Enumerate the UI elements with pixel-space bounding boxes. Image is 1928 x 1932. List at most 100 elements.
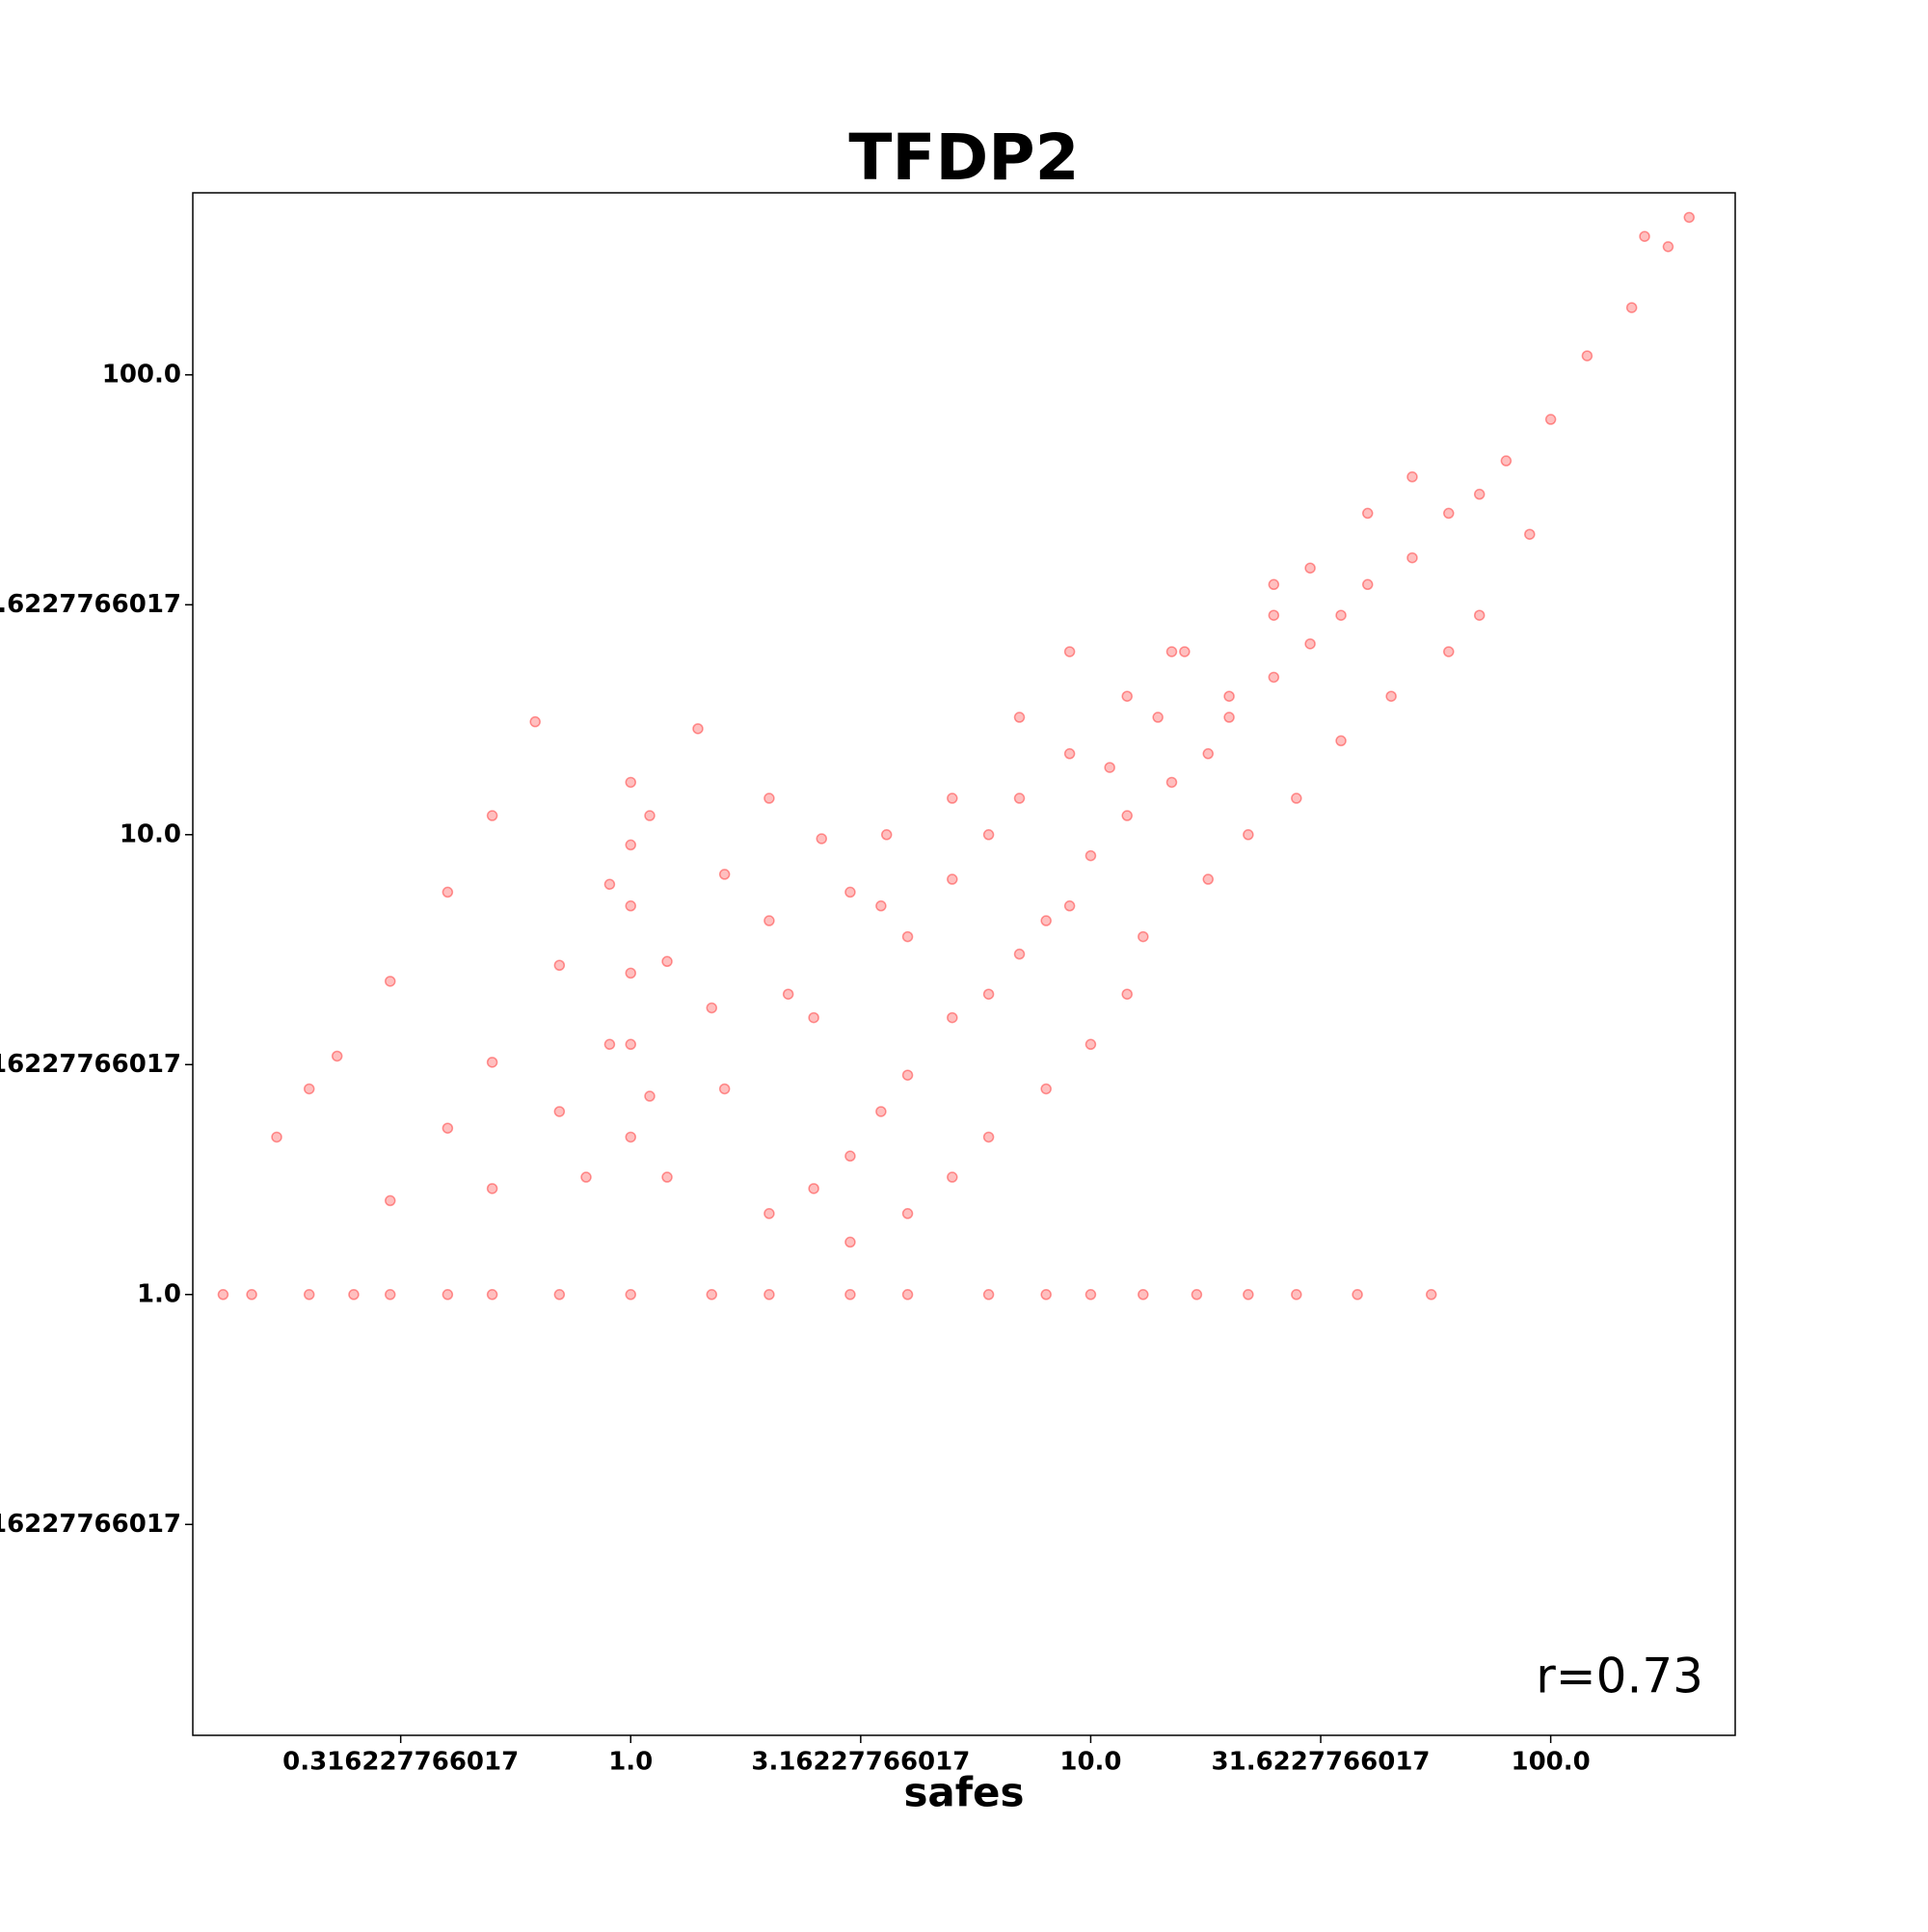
x-tick-label: 31.6227766017	[1212, 1748, 1431, 1777]
point	[217, 1289, 229, 1301]
point	[1138, 930, 1149, 943]
point	[844, 886, 856, 899]
point	[1202, 873, 1215, 885]
point	[1063, 899, 1076, 912]
point	[1040, 915, 1052, 926]
point	[1581, 350, 1593, 362]
point	[486, 1289, 498, 1301]
point	[442, 1289, 454, 1301]
point	[384, 1289, 396, 1301]
point	[625, 1131, 637, 1143]
point	[808, 1183, 819, 1194]
point	[271, 1131, 282, 1143]
point	[718, 1083, 731, 1095]
point	[331, 1050, 343, 1062]
point	[661, 1171, 673, 1183]
point	[1406, 470, 1418, 483]
point	[1165, 776, 1178, 789]
point	[844, 1150, 856, 1162]
point	[901, 1289, 914, 1301]
point	[1152, 711, 1164, 723]
point	[1473, 488, 1486, 500]
chart-title: TFDP2	[848, 121, 1079, 195]
point	[1406, 551, 1418, 564]
point	[1304, 638, 1316, 650]
point	[1361, 507, 1374, 520]
x-tick-label: 0.316227766017	[282, 1748, 519, 1777]
x-tick-label: 100.0	[1511, 1748, 1590, 1777]
annotation: r=0.73	[1536, 1649, 1703, 1704]
point	[1473, 609, 1486, 621]
point	[763, 792, 775, 804]
point	[1304, 562, 1316, 574]
point	[1639, 230, 1650, 242]
point	[348, 1289, 360, 1301]
point	[875, 899, 887, 912]
point	[1268, 609, 1280, 621]
point	[901, 1069, 914, 1081]
point	[625, 1038, 637, 1051]
point	[1202, 748, 1215, 760]
point	[644, 1090, 656, 1102]
point	[1121, 810, 1133, 821]
point	[1013, 948, 1026, 960]
y-tick-label: 0.316227766017	[0, 1510, 181, 1539]
point	[1544, 414, 1557, 425]
point	[816, 833, 828, 845]
point	[1291, 792, 1302, 804]
point	[982, 829, 995, 841]
point	[763, 1208, 775, 1220]
point	[947, 792, 958, 804]
point	[625, 899, 637, 912]
point	[1191, 1289, 1203, 1301]
x-axis-label: safes	[903, 1769, 1024, 1816]
point	[763, 1289, 775, 1301]
point	[1063, 646, 1076, 657]
point	[625, 1289, 637, 1301]
point	[1013, 711, 1026, 723]
point	[1243, 1289, 1254, 1301]
point	[1013, 792, 1026, 804]
point	[303, 1289, 315, 1301]
point	[625, 839, 637, 851]
point	[947, 1171, 958, 1183]
point	[553, 1289, 566, 1301]
point	[844, 1236, 856, 1248]
point	[1084, 1038, 1097, 1051]
point	[625, 967, 637, 979]
point	[1291, 1289, 1302, 1301]
point	[1243, 829, 1254, 841]
point	[1500, 455, 1513, 467]
point	[625, 776, 637, 789]
point	[982, 1131, 995, 1143]
point	[1121, 690, 1133, 702]
point	[1165, 646, 1178, 657]
point	[1040, 1289, 1052, 1301]
y-tick-label: 100.0	[102, 360, 181, 389]
point	[718, 869, 731, 880]
point	[1385, 690, 1397, 702]
point	[661, 955, 673, 968]
point	[1040, 1083, 1052, 1095]
point	[1104, 762, 1115, 773]
point	[1425, 1289, 1437, 1301]
point	[763, 915, 775, 926]
point	[644, 810, 656, 821]
point	[947, 873, 958, 885]
point	[1179, 646, 1191, 657]
point	[844, 1289, 856, 1301]
point	[580, 1171, 592, 1183]
point	[529, 715, 541, 728]
point	[553, 959, 566, 971]
y-tick-label: 3.16227766017	[0, 1050, 181, 1079]
point	[880, 829, 893, 841]
point	[982, 1289, 995, 1301]
point	[1084, 1289, 1097, 1301]
point	[706, 1289, 718, 1301]
point	[875, 1106, 887, 1117]
point	[1268, 578, 1280, 591]
point	[982, 988, 995, 1000]
point	[246, 1289, 257, 1301]
